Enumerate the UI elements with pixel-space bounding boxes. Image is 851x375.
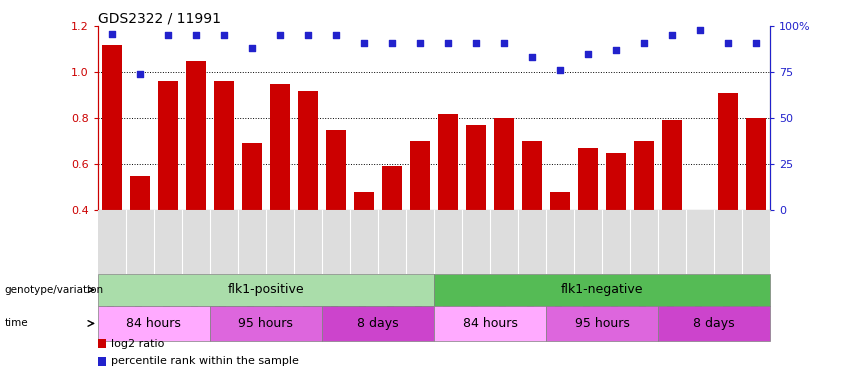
Text: GDS2322 / 11991: GDS2322 / 11991 — [98, 11, 221, 25]
Bar — [270, 84, 289, 302]
Point — [273, 32, 287, 38]
Bar — [298, 91, 317, 302]
Bar — [658, 306, 770, 341]
Bar — [746, 118, 766, 302]
Point — [581, 51, 595, 57]
Point — [694, 27, 707, 33]
Bar — [322, 306, 434, 341]
Bar — [718, 93, 738, 302]
Text: 8 days: 8 days — [357, 317, 399, 330]
Bar — [158, 81, 178, 302]
Text: 95 hours: 95 hours — [238, 317, 294, 330]
Point — [217, 32, 231, 38]
Bar — [466, 125, 486, 302]
Bar — [546, 306, 658, 341]
Text: time: time — [4, 318, 28, 328]
Point — [105, 31, 118, 37]
Bar — [243, 143, 262, 302]
Point — [161, 32, 174, 38]
Point — [133, 71, 146, 77]
Bar — [434, 306, 546, 341]
Point — [414, 40, 427, 46]
Point — [469, 40, 483, 46]
Text: 84 hours: 84 hours — [127, 317, 181, 330]
Point — [553, 68, 567, 74]
Point — [665, 32, 679, 38]
Text: log2 ratio: log2 ratio — [111, 339, 164, 349]
Point — [386, 40, 399, 46]
Bar — [210, 306, 322, 341]
Point — [609, 47, 623, 53]
Bar — [382, 166, 402, 302]
Text: flk1-negative: flk1-negative — [561, 283, 643, 296]
Point — [497, 40, 511, 46]
Text: genotype/variation: genotype/variation — [4, 285, 103, 295]
Point — [525, 54, 539, 60]
Bar — [690, 244, 710, 302]
Point — [245, 45, 259, 51]
Text: flk1-positive: flk1-positive — [227, 283, 305, 296]
Bar — [606, 153, 625, 302]
Bar — [494, 118, 514, 302]
Bar — [186, 61, 206, 302]
Bar — [551, 192, 570, 302]
Bar — [410, 141, 430, 302]
Bar — [579, 148, 598, 302]
Point — [301, 32, 315, 38]
Bar — [634, 141, 654, 302]
Point — [357, 40, 371, 46]
Text: 95 hours: 95 hours — [574, 317, 630, 330]
Point — [722, 40, 735, 46]
Text: percentile rank within the sample: percentile rank within the sample — [111, 356, 299, 366]
Bar — [662, 120, 682, 302]
Point — [637, 40, 651, 46]
Point — [329, 32, 343, 38]
Point — [441, 40, 454, 46]
Point — [750, 40, 763, 46]
Bar — [434, 274, 770, 306]
Bar — [98, 306, 210, 341]
Point — [189, 32, 203, 38]
Bar — [214, 81, 234, 302]
Bar — [523, 141, 542, 302]
Text: 84 hours: 84 hours — [463, 317, 517, 330]
Bar — [130, 176, 150, 302]
Bar — [102, 45, 122, 302]
Bar — [354, 192, 374, 302]
Bar — [326, 130, 346, 302]
Bar — [438, 114, 458, 302]
Text: 8 days: 8 days — [694, 317, 735, 330]
Bar — [98, 274, 434, 306]
